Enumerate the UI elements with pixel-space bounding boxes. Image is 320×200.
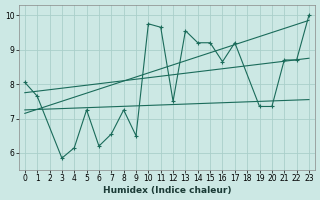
X-axis label: Humidex (Indice chaleur): Humidex (Indice chaleur) <box>103 186 231 195</box>
